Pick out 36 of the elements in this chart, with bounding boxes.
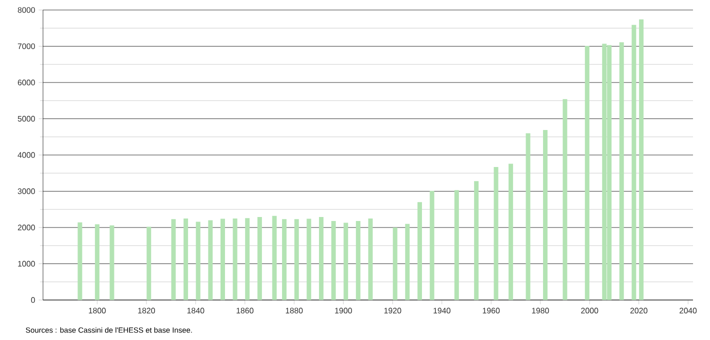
bar — [632, 24, 636, 300]
bar — [344, 222, 348, 300]
bar — [392, 228, 398, 300]
bar — [294, 219, 299, 300]
bar — [543, 130, 548, 300]
bar — [508, 164, 514, 300]
bar — [245, 218, 250, 300]
bar — [405, 224, 410, 300]
bar — [639, 19, 644, 300]
bar — [146, 226, 152, 300]
bar — [562, 99, 568, 300]
bar — [454, 190, 459, 300]
bar — [272, 216, 277, 300]
bar — [184, 218, 188, 300]
bar — [584, 46, 590, 300]
bar — [474, 181, 479, 300]
bar — [257, 216, 262, 300]
bar — [417, 202, 422, 300]
bar — [232, 218, 238, 300]
bar — [94, 224, 100, 300]
bar — [110, 225, 114, 300]
bar — [78, 222, 82, 300]
bar — [356, 220, 360, 300]
bar — [208, 220, 213, 300]
bar — [494, 166, 498, 300]
bar — [306, 218, 312, 300]
bar — [318, 216, 324, 300]
bar — [368, 218, 373, 300]
bar — [171, 219, 176, 300]
bar — [619, 42, 624, 300]
bar — [220, 218, 225, 300]
bar — [430, 190, 434, 300]
bar — [282, 219, 287, 300]
bar — [196, 222, 200, 300]
bar — [331, 220, 336, 300]
bar — [526, 133, 530, 300]
